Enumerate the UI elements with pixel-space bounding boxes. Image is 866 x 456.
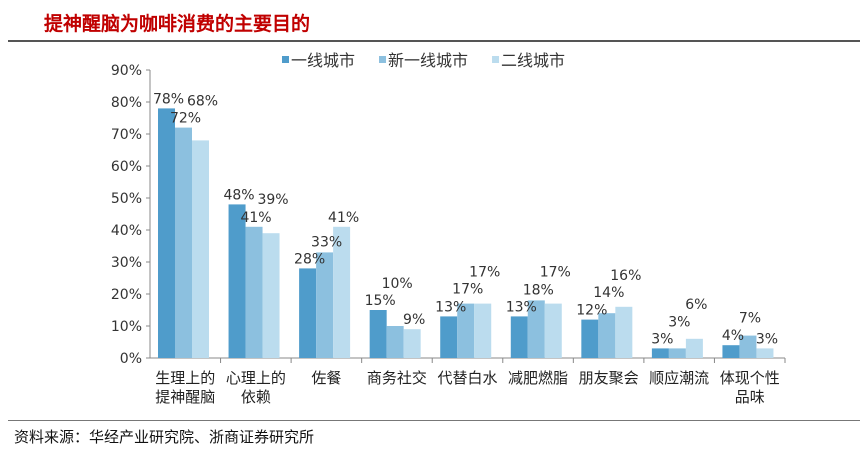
x-tick-label: 减肥燃脂: [508, 369, 568, 387]
data-label: 13%: [435, 299, 466, 315]
x-tick-label: 品味: [735, 388, 765, 406]
bar: [544, 303, 562, 358]
bar: [158, 108, 175, 359]
bar: [175, 127, 192, 358]
y-tick-label: 70%: [111, 127, 142, 143]
data-label: 18%: [523, 282, 554, 298]
y-tick-label: 50%: [111, 191, 142, 207]
x-tick-label: 商务社交: [367, 369, 427, 387]
bar: [369, 310, 387, 358]
data-label: 72%: [170, 111, 201, 127]
y-tick-label: 20%: [111, 287, 142, 303]
bar: [651, 348, 669, 358]
data-label: 78%: [153, 91, 184, 107]
bar: [510, 316, 528, 358]
bar: [598, 313, 616, 358]
bar: [228, 204, 246, 358]
data-label: 16%: [610, 268, 641, 284]
x-tick-label: 代替白水: [437, 369, 497, 387]
data-label: 3%: [668, 314, 690, 330]
data-label: 17%: [452, 282, 483, 298]
x-tick-label: 提神醒脑: [155, 388, 215, 406]
bar: [440, 316, 458, 358]
x-tick-label: 体现个性: [720, 369, 780, 387]
bar: [527, 300, 545, 358]
legend-swatch: [492, 56, 500, 63]
data-label: 41%: [240, 210, 271, 226]
data-label: 12%: [576, 303, 607, 319]
bar: [299, 268, 317, 358]
data-label: 3%: [756, 331, 778, 347]
y-tick-label: 60%: [111, 159, 142, 175]
bar: [668, 348, 686, 358]
bar: [685, 338, 703, 358]
y-tick-label: 30%: [111, 255, 142, 271]
page-title: 提神醒脑为咖啡消费的主要目的: [44, 13, 311, 35]
bar: [403, 329, 421, 358]
y-tick-label: 40%: [111, 223, 142, 239]
bar: [262, 233, 280, 358]
data-label: 41%: [328, 210, 359, 226]
data-label: 7%: [739, 311, 761, 327]
x-tick-label: 生理上的: [155, 369, 215, 387]
data-label: 6%: [685, 297, 707, 313]
legend-label: 一线城市: [291, 51, 355, 70]
divider: [8, 40, 860, 42]
bar: [739, 335, 757, 358]
bar: [581, 319, 599, 358]
data-label: 15%: [365, 293, 396, 309]
bar: [245, 226, 263, 358]
data-label: 9%: [403, 312, 425, 328]
x-tick-label: 心理上的: [226, 369, 286, 387]
legend-swatch: [379, 56, 387, 63]
x-tick-label: 佐餐: [311, 369, 341, 387]
y-tick-label: 90%: [111, 63, 142, 79]
data-label: 17%: [540, 265, 571, 281]
bar: [316, 252, 334, 358]
source-note: 资料来源：华经产业研究院、浙商证券研究所: [14, 428, 315, 446]
data-label: 17%: [469, 265, 500, 281]
x-tick-label: 朋友聚会: [579, 369, 639, 387]
bar: [756, 348, 774, 358]
data-label: 33%: [311, 234, 342, 250]
legend-swatch: [282, 56, 289, 63]
y-tick-label: 0%: [120, 351, 142, 367]
y-tick-label: 10%: [111, 319, 142, 335]
bar: [474, 303, 492, 358]
bar: [192, 140, 209, 358]
data-label: 68%: [187, 93, 218, 109]
bar: [615, 306, 633, 358]
bar: [722, 345, 740, 358]
data-label: 13%: [506, 299, 537, 315]
y-tick-label: 80%: [111, 95, 142, 111]
legend-label: 二线城市: [501, 51, 565, 70]
data-label: 39%: [257, 192, 288, 208]
data-label: 3%: [651, 331, 673, 347]
bar: [386, 326, 404, 358]
legend-label: 新一线城市: [388, 51, 468, 70]
data-label: 4%: [722, 328, 744, 344]
data-label: 28%: [294, 251, 325, 267]
divider: [8, 420, 860, 421]
x-tick-label: 顺应潮流: [649, 369, 709, 387]
data-label: 48%: [223, 187, 254, 203]
bar: [333, 226, 351, 358]
data-label: 14%: [593, 285, 624, 301]
bar: [457, 303, 475, 358]
data-label: 10%: [382, 276, 413, 292]
x-tick-label: 依赖: [241, 388, 271, 406]
